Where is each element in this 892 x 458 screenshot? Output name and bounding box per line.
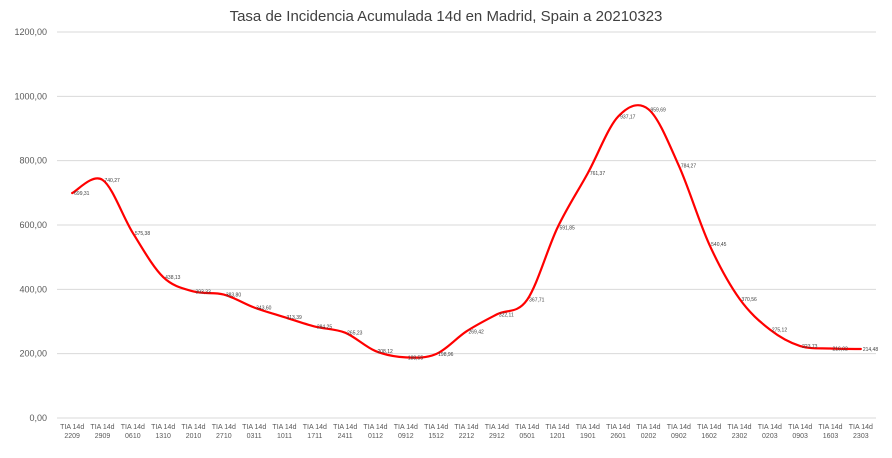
data-label: 937,17	[620, 115, 636, 121]
x-tick-label: TIA 14d 2010	[181, 424, 205, 440]
data-point	[617, 115, 619, 118]
x-tick-label: TIA 14d 2302	[727, 424, 751, 440]
data-point	[678, 164, 680, 167]
series-line	[71, 104, 862, 359]
data-label: 699,31	[74, 191, 90, 197]
data-point	[101, 179, 104, 181]
data-point	[283, 316, 286, 318]
data-label: 959,69	[651, 107, 667, 113]
data-point	[162, 276, 164, 278]
data-point	[587, 172, 589, 174]
x-tick-label: TIA 14d 2909	[90, 424, 114, 440]
x-tick-label: TIA 14d 2710	[212, 424, 236, 440]
data-point	[526, 298, 528, 301]
data-point	[344, 331, 346, 334]
data-label: 343,60	[256, 305, 272, 311]
data-label: 208,12	[378, 349, 394, 355]
y-tick-label: 0,00	[29, 413, 47, 423]
x-tick-label: TIA 14d 1603	[818, 424, 842, 440]
x-tick-label: TIA 14d 1512	[424, 424, 448, 440]
data-point	[253, 306, 255, 309]
data-label: 188,55	[408, 355, 424, 361]
data-label: 575,38	[135, 231, 151, 237]
y-tick-label: 600,00	[19, 220, 47, 230]
x-tick-label: TIA 14d 1310	[151, 424, 175, 440]
data-point	[829, 347, 832, 350]
x-tick-label: TIA 14d 1901	[576, 424, 600, 440]
x-tick-label: TIA 14d 0903	[788, 424, 812, 440]
data-label: 284,25	[317, 325, 333, 331]
y-tick-label: 1000,00	[14, 91, 47, 101]
data-point	[647, 108, 650, 111]
x-tick-label: TIA 14d 1201	[545, 424, 569, 440]
data-point	[435, 353, 437, 355]
x-tick-label: TIA 14d 0202	[636, 424, 660, 440]
x-tick-label: TIA 14d 1011	[272, 424, 296, 440]
x-tick-label: TIA 14d 0203	[758, 424, 782, 440]
x-tick-label: TIA 14d 1711	[303, 424, 327, 440]
x-tick-label: TIA 14d 1602	[697, 424, 721, 440]
y-tick-label: 200,00	[19, 349, 47, 359]
data-label: 223,73	[802, 344, 818, 350]
y-tick-label: 800,00	[19, 156, 47, 166]
data-point	[223, 293, 225, 296]
x-tick-label: TIA 14d 0501	[515, 424, 539, 440]
x-tick-label: TIA 14d 2212	[454, 424, 478, 440]
data-label: 740,27	[105, 178, 121, 184]
data-point	[405, 356, 407, 359]
data-label: 383,80	[226, 293, 242, 299]
data-label: 214,48	[863, 347, 879, 353]
data-label: 393,33	[196, 289, 212, 295]
data-label: 265,23	[347, 331, 363, 337]
data-point	[192, 290, 195, 293]
data-label: 784,27	[681, 164, 697, 170]
data-point	[708, 243, 710, 245]
data-point	[71, 192, 73, 194]
x-tick-label: TIA 14d 2209	[60, 424, 84, 440]
data-label: 367,71	[529, 298, 545, 304]
data-label: 269,42	[469, 329, 485, 335]
data-point	[769, 328, 771, 331]
data-label: 591,85	[560, 226, 576, 232]
x-tick-label: TIA 14d 2601	[606, 424, 630, 440]
data-point	[374, 350, 377, 352]
data-label: 540,45	[711, 242, 727, 248]
data-point	[799, 345, 801, 347]
data-point	[132, 232, 134, 234]
y-tick-label: 1200,00	[14, 27, 47, 37]
data-label: 761,37	[590, 171, 606, 177]
chart-title: Tasa de Incidencia Acumulada 14d en Madr…	[230, 8, 663, 25]
x-tick-label: TIA 14d 0610	[121, 424, 145, 440]
x-tick-label: TIA 14d 0902	[667, 424, 691, 440]
data-label: 313,39	[287, 315, 303, 321]
data-point	[860, 348, 862, 350]
x-tick-label: TIA 14d 2411	[333, 424, 357, 440]
data-point	[738, 298, 741, 300]
data-label: 370,56	[742, 297, 758, 303]
data-point	[496, 313, 498, 316]
y-tick-label: 400,00	[19, 284, 47, 294]
x-tick-label: TIA 14d 0112	[363, 424, 387, 440]
data-point	[314, 325, 316, 328]
x-tick-label: TIA 14d 0912	[394, 424, 418, 440]
data-point	[465, 330, 468, 333]
data-label: 275,12	[772, 328, 788, 334]
data-label: 216,02	[833, 347, 849, 353]
data-point	[556, 226, 559, 229]
data-label: 438,13	[165, 275, 181, 281]
data-label: 322,11	[499, 312, 514, 318]
data-label: 198,96	[438, 352, 454, 358]
x-tick-label: TIA 14d 0311	[242, 424, 266, 440]
x-tick-label: TIA 14d 2303	[849, 424, 873, 440]
x-tick-label: TIA 14d 2912	[485, 424, 509, 440]
